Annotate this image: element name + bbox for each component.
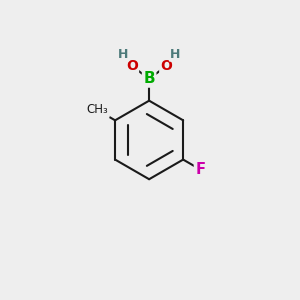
Text: H: H (170, 47, 180, 61)
Text: O: O (160, 59, 172, 73)
Text: CH₃: CH₃ (86, 103, 108, 116)
Text: F: F (195, 162, 205, 177)
Text: B: B (143, 71, 155, 86)
Text: H: H (118, 47, 128, 61)
Text: O: O (126, 59, 138, 73)
